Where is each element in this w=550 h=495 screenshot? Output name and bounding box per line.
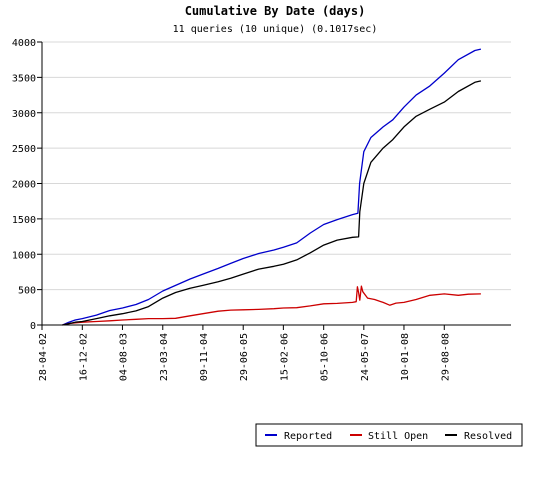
y-tick-label-500: 500: [18, 286, 36, 297]
x-tick-label-28-04-02: 28-04-02: [38, 333, 49, 381]
y-tick-label-2500: 2500: [12, 144, 36, 155]
x-tick-label-29-06-05: 29-06-05: [239, 333, 250, 381]
series-lines: [62, 48, 482, 326]
y-tick-label-3500: 3500: [12, 73, 36, 84]
chart-subtitle: 11 queries (10 unique) (0.1017sec): [173, 24, 378, 35]
y-tick-label-1000: 1000: [12, 250, 36, 261]
x-tick-label-24-05-07: 24-05-07: [360, 333, 371, 381]
x-tick-label-29-08-08: 29-08-08: [440, 333, 451, 381]
x-tick-label-15-02-06: 15-02-06: [279, 333, 290, 381]
legend-label-still-open: Still Open: [368, 431, 428, 442]
y-tick-label-2000: 2000: [12, 180, 36, 191]
y-tick-label-0: 0: [30, 321, 36, 332]
series-line-resolved: [62, 80, 482, 326]
series-line-still-open: [62, 285, 481, 326]
y-tick-label-4000: 4000: [12, 38, 36, 49]
legend-label-reported: Reported: [284, 431, 332, 442]
x-tick-label-05-10-06: 05-10-06: [320, 333, 331, 381]
x-axis-ticks: 28-04-02 16-12-02 04-08-03 23-03-04 09-11-04…: [38, 325, 451, 381]
chart-title: Cumulative By Date (days): [185, 4, 366, 18]
legend-label-resolved: Resolved: [464, 431, 512, 442]
x-tick-label-16-12-02: 16-12-02: [78, 333, 89, 381]
x-tick-label-04-08-03: 04-08-03: [119, 333, 130, 381]
y-axis-ticks: 0 500 1000 1500 2000 2500 3000 3500 4000: [12, 38, 42, 332]
grid-lines: [42, 41, 511, 291]
series-line-reported: [62, 48, 482, 326]
x-tick-label-09-11-04: 09-11-04: [199, 333, 210, 381]
legend-box: [255, 423, 523, 447]
x-tick-label-23-03-04: 23-03-04: [159, 333, 170, 381]
y-tick-label-3000: 3000: [12, 109, 36, 120]
legend: Reported Still Open Resolved: [255, 423, 523, 447]
y-tick-label-1500: 1500: [12, 215, 36, 226]
x-tick-label-10-01-08: 10-01-08: [400, 333, 411, 381]
